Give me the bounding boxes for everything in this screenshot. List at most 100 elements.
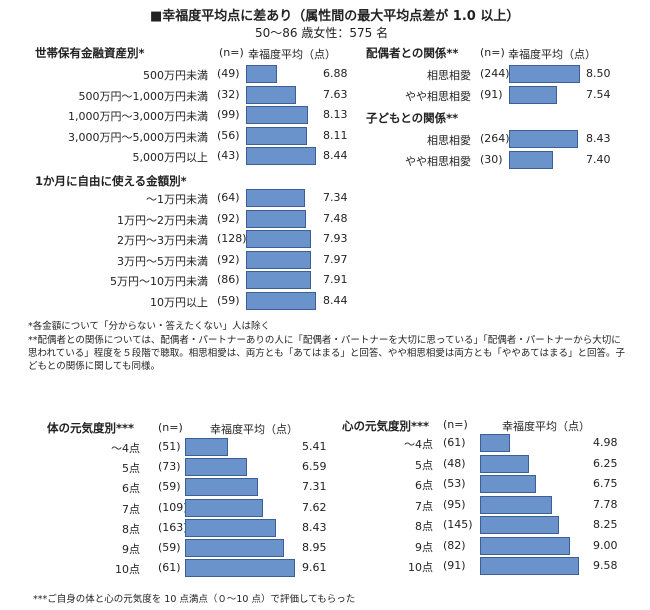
n-count: (32) [217,87,240,101]
category-label: 8点 [122,522,140,536]
n-count: (91) [480,87,503,101]
n-count: (61) [443,436,466,449]
data-label: 7.40 [586,152,611,166]
bar [185,458,247,477]
data-label: 6.59 [302,460,327,474]
chart-title: ■幸福度平均点に差あり（属性間の最大平均点差が 1.0 以上） [150,9,520,24]
category-label: 10点 [115,563,140,577]
bar [480,557,579,575]
n-count: (264) [480,132,510,145]
data-label: 8.43 [586,132,611,145]
n-count: (82) [443,538,466,552]
n-count: (95) [443,497,466,511]
bar [246,85,296,104]
category-label: 7点 [122,502,140,516]
category-label: 500万円～1,000万円未満 [78,89,209,103]
bar [185,539,285,557]
n-count: (244) [480,67,510,80]
bar [246,271,311,289]
category-label: 8点 [415,520,433,533]
header-avg-right: 幸福度平均（点） [508,48,596,61]
n-count: (51) [158,440,181,453]
bar [185,559,295,578]
category-label: 3万円～5万円未満 [117,254,208,268]
category-label: 5万円～10万円未満 [110,275,208,288]
section-title-mind: 心の元気度別*** [342,419,430,433]
data-label: 7.97 [323,252,348,266]
n-count: (128) [217,232,247,245]
bar [185,498,264,517]
data-label: 7.93 [323,232,348,245]
data-label: 8.50 [586,67,611,80]
n-count: (48) [443,456,466,470]
category-label: 9点 [122,543,140,556]
n-count: (163) [158,520,188,534]
data-label: 6.25 [593,456,618,470]
bar [509,130,579,148]
bar [246,147,316,165]
header-avg-body: 幸福度平均（点） [210,423,298,436]
data-label: 8.11 [323,128,348,142]
category-label: 相思相愛 [427,69,471,82]
n-count: (92) [217,211,240,225]
category-label: やや相思相愛 [405,89,471,103]
footnote-2: **配偶者との関係については、配偶者・パートナーありの人に「配偶者・パートナーを… [28,335,625,372]
bar [480,516,559,534]
data-label: 7.54 [586,87,611,101]
bar [480,495,552,514]
n-count: (53) [443,477,466,490]
n-count: (59) [158,541,181,554]
data-label: 5.41 [302,440,327,453]
section-title-monthly: 1か月に自由に使える金額別* [35,174,187,188]
bar [480,536,571,555]
data-label: 7.34 [323,191,348,204]
footnote-1: *各金額について「分からない・答えたくない」人は除く [28,321,270,332]
category-label: 3,000万円～5,000万円未満 [68,130,208,144]
bar [246,106,308,124]
bar [246,126,308,145]
bar [185,438,228,456]
bar [509,85,557,104]
data-label: 8.44 [323,149,348,162]
bar [480,434,510,452]
category-label: 5点 [122,462,140,476]
category-label: 7点 [415,499,433,513]
n-count: (86) [217,273,240,286]
category-label: ～4点 [404,438,433,451]
data-label: 9.61 [302,561,327,575]
bar [480,475,537,493]
data-label: 6.88 [323,67,348,80]
bar [509,150,554,169]
bar [509,65,580,83]
n-count: (91) [443,559,466,572]
n-count: (30) [480,152,503,166]
n-count: (49) [217,67,240,80]
bar [185,478,259,497]
category-label: 2万円～3万円未満 [117,234,208,247]
category-label: 5点 [415,458,433,472]
header-n-right: (n=) [480,46,505,59]
category-label: 10点 [408,561,433,574]
data-label: 8.25 [593,518,618,531]
category-label: ～4点 [111,442,140,455]
category-label: 6点 [122,482,140,496]
section-title-assets: 世帯保有金融資産別* [35,46,145,60]
n-count: (92) [217,252,240,266]
category-label: やや相思相愛 [405,154,471,168]
data-label: 4.98 [593,436,618,449]
footnote-3: ***ご自身の体と心の元気度を 10 点満点（０～10 点）で評価してもらった [33,594,356,605]
category-label: ～1万円未満 [146,193,208,206]
data-label: 9.58 [593,559,618,572]
section-title-body: 体の元気度別*** [47,421,135,435]
header-n-mind: (n=) [443,418,468,431]
bar [246,65,278,83]
data-label: 7.91 [323,273,348,286]
data-label: 7.78 [593,497,618,511]
header-n: (n=) [219,46,244,59]
data-label: 7.63 [323,87,348,101]
category-label: 9点 [415,540,433,554]
section-title-children: 子どもとの関係** [366,111,459,125]
data-label: 7.48 [323,211,348,225]
n-count: (109) [158,500,188,514]
category-label: 1,000万円～3,000万円未満 [68,110,208,123]
